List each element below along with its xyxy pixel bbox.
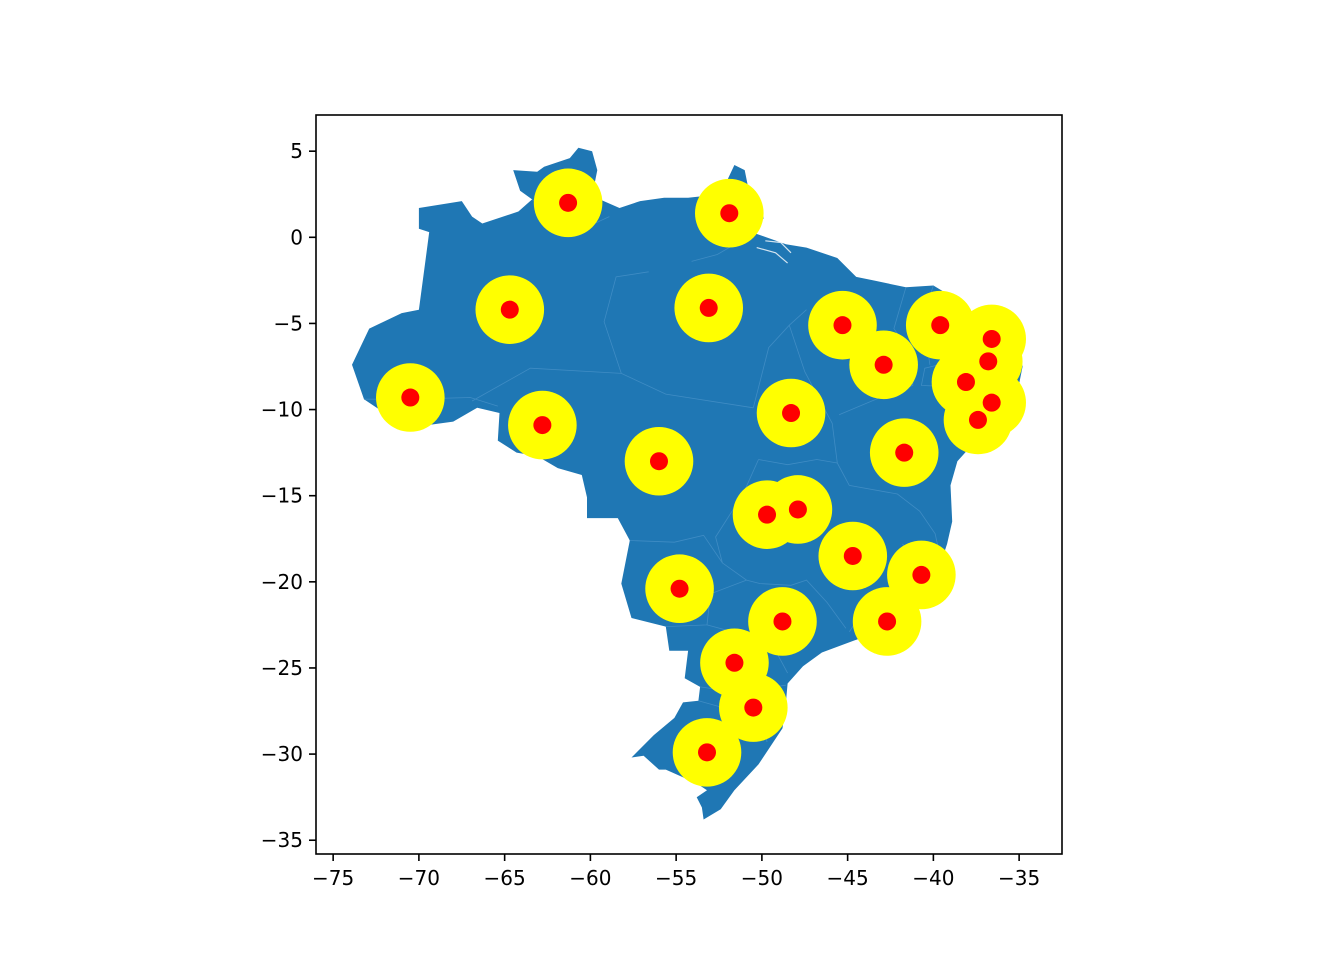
x-tick-label: −50 bbox=[741, 866, 783, 890]
data-point bbox=[782, 404, 801, 423]
axes-frame bbox=[315, 114, 1063, 855]
x-tick-label: −65 bbox=[484, 866, 526, 890]
data-point bbox=[500, 300, 519, 319]
y-tick-label: −25 bbox=[261, 656, 303, 680]
state-border bbox=[752, 309, 807, 408]
data-point bbox=[931, 316, 950, 335]
state-border bbox=[629, 534, 723, 564]
data-point bbox=[401, 388, 420, 407]
x-tick-label: −60 bbox=[569, 866, 611, 890]
y-tick-label: −20 bbox=[261, 570, 303, 594]
data-point bbox=[788, 500, 807, 519]
data-point bbox=[649, 452, 668, 471]
y-axis: 5 0 −5 −10 −15 −20 −25 −30 −35 bbox=[261, 139, 316, 852]
x-tick-label: −70 bbox=[398, 866, 440, 890]
y-tick-label: −30 bbox=[261, 742, 303, 766]
y-tick-label: −35 bbox=[261, 828, 303, 852]
data-point bbox=[874, 355, 893, 374]
x-axis: −75 −70 −65 −60 −55 −50 −45 −40 −35 bbox=[312, 854, 1040, 890]
data-point bbox=[878, 612, 897, 631]
state-border bbox=[836, 462, 939, 550]
state-border bbox=[665, 579, 747, 627]
data-point bbox=[670, 579, 689, 598]
state-border bbox=[758, 459, 838, 466]
data-point bbox=[833, 316, 852, 335]
data-point bbox=[699, 298, 718, 317]
x-tick-label: −35 bbox=[998, 866, 1040, 890]
state-border bbox=[603, 271, 649, 374]
y-tick-label: −15 bbox=[261, 484, 303, 508]
data-point bbox=[725, 653, 744, 672]
river-line bbox=[756, 247, 788, 264]
data-point bbox=[559, 193, 578, 212]
data-point bbox=[758, 505, 777, 524]
data-point bbox=[912, 565, 931, 584]
data-point bbox=[968, 410, 987, 429]
data-point bbox=[533, 416, 552, 435]
data-point bbox=[982, 393, 1001, 412]
x-tick-label: −40 bbox=[912, 866, 954, 890]
y-tick-label: 5 bbox=[290, 139, 303, 163]
x-tick-label: −45 bbox=[827, 866, 869, 890]
x-tick-label: −75 bbox=[312, 866, 354, 890]
data-point bbox=[956, 373, 975, 392]
data-point bbox=[895, 443, 914, 462]
data-point bbox=[720, 204, 739, 223]
capital-points bbox=[401, 193, 1001, 762]
state-border bbox=[760, 579, 847, 629]
data-point bbox=[744, 698, 763, 717]
y-tick-label: −5 bbox=[274, 311, 303, 335]
data-point bbox=[773, 612, 792, 631]
y-tick-label: 0 bbox=[290, 225, 303, 249]
data-point bbox=[979, 352, 998, 371]
y-tick-label: −10 bbox=[261, 398, 303, 422]
river-line bbox=[765, 240, 792, 254]
x-tick-label: −55 bbox=[655, 866, 697, 890]
data-point bbox=[698, 743, 717, 762]
plot-area bbox=[352, 147, 1026, 820]
data-point bbox=[982, 329, 1001, 348]
data-point bbox=[843, 546, 862, 565]
